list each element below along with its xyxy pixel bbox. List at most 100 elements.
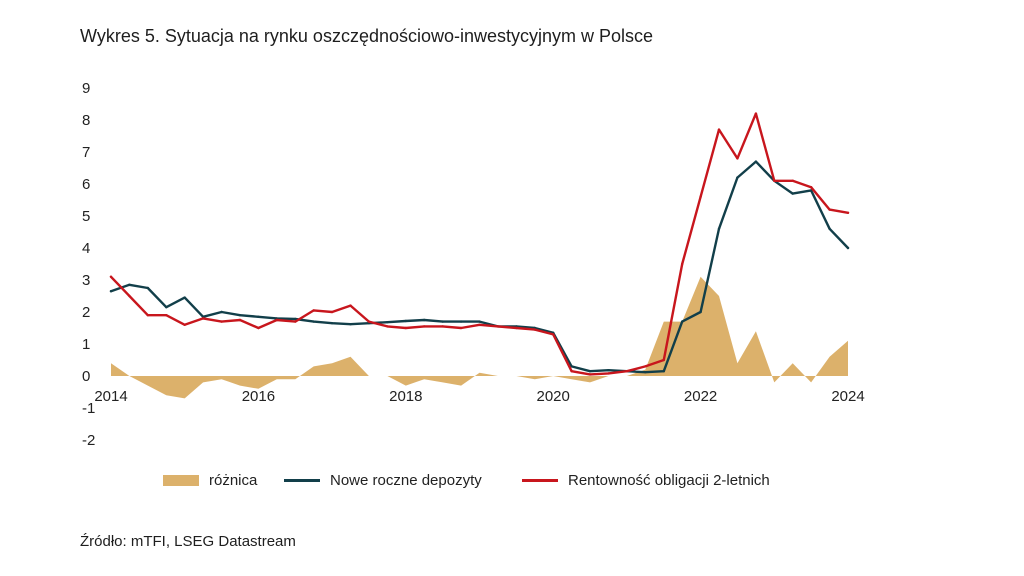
- data-point-difference: [387, 375, 389, 377]
- data-point-deposits: [754, 160, 758, 163]
- data-point-difference: [313, 366, 315, 368]
- series-line-bonds: [109, 112, 850, 376]
- data-point-deposits: [386, 321, 389, 324]
- data-point-deposits: [570, 365, 573, 368]
- legend-item-bonds: Rentowność obligacji 2-letnich: [522, 468, 770, 492]
- data-point-difference: [792, 362, 794, 364]
- x-tick-label: 2016: [242, 388, 275, 405]
- data-point-deposits: [349, 323, 352, 326]
- data-point-bonds: [386, 325, 389, 328]
- legend-label-difference: różnica: [209, 471, 258, 489]
- legend-swatch-deposits: [284, 478, 320, 482]
- data-point-bonds: [773, 179, 776, 182]
- data-point-deposits: [294, 317, 297, 321]
- data-point-bonds: [570, 370, 573, 373]
- y-tick-label: 4: [82, 240, 90, 257]
- data-point-difference: [663, 321, 665, 323]
- y-tick-label: 9: [82, 80, 90, 97]
- y-tick-label: 5: [82, 208, 90, 225]
- data-point-bonds: [238, 318, 242, 322]
- y-tick-label: 2: [82, 304, 90, 321]
- series-line-deposits: [109, 160, 850, 374]
- data-point-difference: [129, 375, 131, 377]
- legend-swatch-difference: [163, 474, 199, 486]
- data-point-bonds: [496, 325, 500, 328]
- data-point-deposits: [699, 310, 702, 314]
- data-point-difference: [534, 378, 536, 380]
- data-point-bonds: [404, 326, 407, 330]
- data-point-deposits: [846, 246, 850, 250]
- data-point-bonds: [257, 326, 260, 330]
- area-series-group: [110, 276, 849, 400]
- data-point-deposits: [681, 320, 684, 323]
- data-point-difference: [276, 378, 278, 380]
- y-tick-label: 6: [82, 176, 90, 193]
- data-point-difference: [202, 382, 204, 384]
- data-point-deposits: [183, 296, 186, 299]
- data-point-difference: [423, 378, 425, 380]
- data-point-bonds: [846, 211, 850, 214]
- data-point-difference: [110, 362, 112, 364]
- data-point-bonds: [809, 186, 813, 189]
- data-point-difference: [608, 375, 610, 377]
- data-point-difference: [221, 378, 223, 380]
- data-point-difference: [755, 330, 757, 332]
- data-point-bonds: [349, 304, 352, 307]
- data-point-deposits: [330, 322, 334, 325]
- data-point-bonds: [312, 309, 315, 312]
- data-point-difference: [571, 378, 573, 380]
- data-point-bonds: [423, 325, 426, 328]
- data-point-bonds: [662, 358, 665, 362]
- legend-item-deposits: Nowe roczne depozyty: [284, 468, 482, 492]
- data-point-deposits: [478, 320, 481, 323]
- legend-swatch-bonds: [522, 478, 558, 482]
- data-point-deposits: [165, 306, 168, 309]
- data-point-difference: [147, 385, 149, 387]
- data-point-deposits: [128, 283, 131, 286]
- data-point-deposits: [662, 370, 665, 373]
- data-point-bonds: [478, 323, 481, 326]
- data-point-bonds: [791, 179, 794, 182]
- y-tick-label: 3: [82, 272, 90, 289]
- y-tick-label: 8: [82, 112, 90, 129]
- data-point-difference: [810, 382, 812, 384]
- data-point-deposits: [257, 315, 260, 318]
- data-point-difference: [626, 375, 628, 377]
- data-point-difference: [331, 362, 333, 364]
- data-point-difference: [847, 340, 849, 342]
- data-point-bonds: [183, 323, 186, 326]
- data-point-deposits: [238, 314, 242, 317]
- data-point-bonds: [625, 370, 629, 373]
- data-point-deposits: [607, 369, 610, 372]
- legend: różnica Nowe roczne depozyty Rentowność …: [0, 468, 1024, 492]
- data-point-bonds: [533, 328, 536, 331]
- data-point-difference: [552, 375, 554, 377]
- y-tick-label: 0: [82, 368, 90, 385]
- data-point-difference: [497, 375, 499, 377]
- data-point-difference: [460, 385, 462, 387]
- data-point-difference: [700, 276, 702, 278]
- data-point-deposits: [441, 320, 444, 323]
- data-point-bonds: [128, 294, 131, 298]
- data-point-bonds: [736, 157, 739, 160]
- data-point-difference: [479, 372, 481, 374]
- x-axis-ticks: 2014 2016 2018 2020 2022 2024: [94, 388, 864, 405]
- data-point-difference: [718, 295, 720, 297]
- data-point-deposits: [791, 192, 794, 195]
- data-point-bonds: [367, 320, 371, 323]
- y-tick-label: 7: [82, 144, 90, 161]
- data-point-difference: [239, 385, 241, 387]
- chart-title: Wykres 5. Sytuacja na rynku oszczędności…: [80, 26, 654, 46]
- data-point-difference: [166, 394, 168, 396]
- data-point-deposits: [459, 320, 463, 323]
- data-point-deposits: [312, 320, 315, 323]
- data-point-bonds: [220, 320, 223, 323]
- legend-label-bonds: Rentowność obligacji 2-letnich: [568, 471, 770, 489]
- data-point-deposits: [828, 227, 831, 230]
- data-point-bonds: [330, 310, 334, 314]
- data-point-difference: [184, 398, 186, 400]
- data-point-deposits: [146, 286, 149, 290]
- data-point-difference: [295, 378, 297, 380]
- data-point-bonds: [294, 320, 297, 323]
- y-tick-label: -1: [82, 400, 95, 417]
